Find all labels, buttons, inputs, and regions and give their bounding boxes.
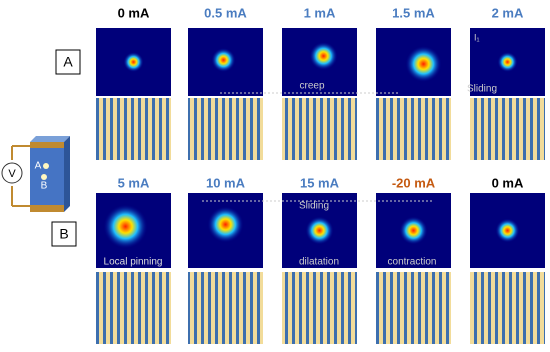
current-label: 0 mA — [118, 5, 150, 20]
diffraction-spot — [211, 48, 236, 72]
stripe-image — [282, 98, 357, 160]
diffraction-spot — [207, 206, 244, 243]
diffraction-spot — [309, 42, 338, 70]
diffraction-spot — [305, 216, 334, 245]
current-label: 5 mA — [118, 175, 150, 190]
diffraction-spot — [497, 52, 518, 72]
device: V A B — [1, 136, 70, 212]
row-label-box — [51, 221, 77, 247]
annotation: contraction — [388, 257, 437, 268]
diffraction-spot — [123, 52, 144, 72]
voltage-label: V — [8, 168, 16, 180]
current-label: 15 mA — [300, 175, 340, 190]
annotation: I₁ — [474, 32, 480, 42]
row-label-box — [55, 49, 81, 75]
stripe-image — [188, 98, 263, 160]
current-label: 10 mA — [206, 175, 246, 190]
stripe-image — [96, 98, 171, 160]
current-label: 0 mA — [492, 175, 524, 190]
stripe-image — [376, 98, 451, 160]
diffraction-spot — [405, 46, 442, 82]
spot-label: B — [41, 181, 48, 192]
spot-label: A — [35, 161, 42, 172]
row-label: A — [63, 54, 73, 70]
annotation: creep — [299, 81, 324, 92]
stripe-image — [188, 272, 263, 344]
stripe-image — [96, 272, 171, 344]
stripe-image — [282, 272, 357, 344]
diffraction-spot — [399, 216, 428, 245]
stripe-image — [470, 98, 545, 160]
stripe-image — [376, 272, 451, 344]
annotations: creep Sliding I₁ Local pinning Sliding d… — [104, 32, 497, 267]
annotation: Sliding — [467, 84, 497, 95]
row-label: B — [59, 226, 68, 242]
diffraction-spot — [103, 204, 148, 249]
diffraction-spot — [495, 218, 520, 243]
panels: A 0 mA 0.5 mA 1 mA 1.5 mA 2 mA B 5 mA 10 mA 15 mA… — [51, 5, 545, 344]
current-label: 1.5 mA — [392, 5, 435, 20]
stripe-image — [470, 272, 545, 344]
current-label: 2 mA — [492, 5, 524, 20]
current-label: 1 mA — [304, 5, 336, 20]
current-label: -20 mA — [392, 175, 436, 190]
annotation: Sliding — [299, 201, 329, 212]
current-label: 0.5 mA — [204, 5, 247, 20]
annotation: Local pinning — [104, 257, 163, 268]
annotation: dilatation — [299, 257, 339, 268]
